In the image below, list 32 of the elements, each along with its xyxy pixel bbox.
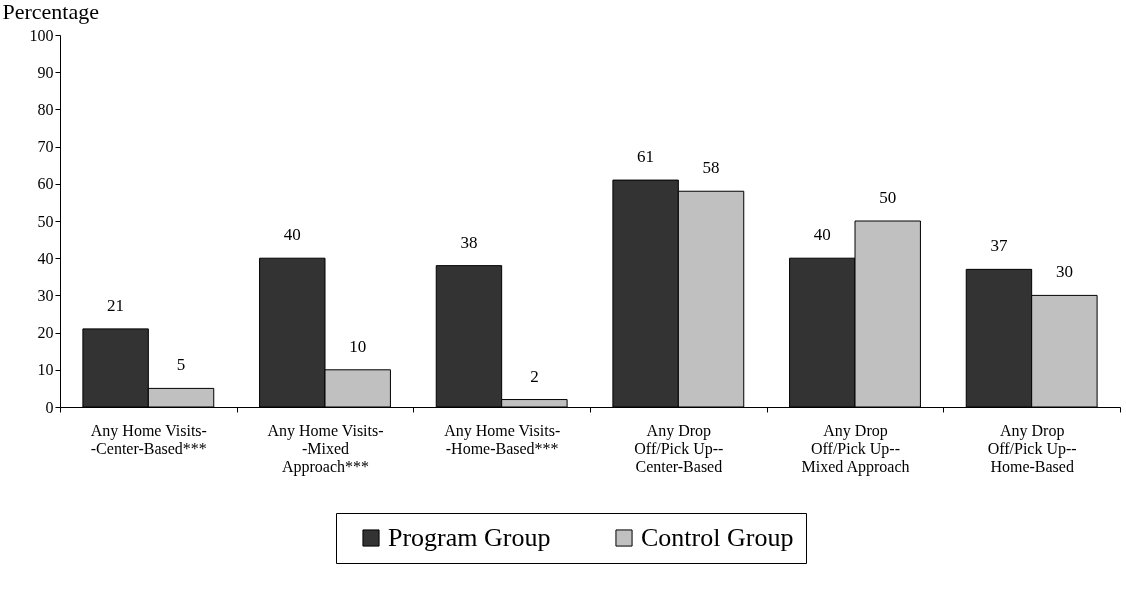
data-label: 2 [530,366,539,386]
x-tick-label: Any Home Visits- -Center-Based*** [90,421,207,457]
x-tick-label: Any Drop Off/Pick Up-- Center-Based [634,421,724,475]
data-label: 21 [107,295,125,315]
data-label: 10 [349,336,367,356]
y-axis-title: Percentage [2,0,99,24]
data-label: 58 [702,158,720,178]
y-tick-label: 10 [37,361,54,379]
legend-label: Control Group [641,523,794,552]
y-tick-label: 20 [37,324,54,342]
data-label: 50 [879,188,897,207]
y-tick-label: 60 [37,175,54,193]
x-tick-label: Any Drop Off/Pick Up-- Home-Based [987,421,1077,475]
data-label: 30 [1055,262,1073,282]
x-tick-label: Any Home Visits- -Mixed Approach*** [267,421,384,476]
x-tick-label: Any Home Visits- -Home-Based*** [444,421,561,457]
legend-label: Program Group [388,523,551,552]
data-label: 37 [990,236,1008,256]
y-tick-label: 100 [29,26,54,44]
data-label: 40 [283,225,301,245]
y-tick-label: 50 [37,212,54,230]
data-label: 40 [813,225,831,245]
y-tick-label: 70 [37,138,54,156]
y-tick-label: 30 [37,286,54,304]
y-tick-label: 80 [37,100,54,118]
data-label: 38 [460,232,478,252]
y-tick-label: 40 [37,249,54,267]
data-label: 5 [176,355,186,375]
x-tick-label: Any Drop Off/Pick Up-- Mixed Approach [801,421,910,476]
data-label: 61 [637,147,655,167]
y-tick-label: 90 [37,63,54,81]
y-tick-label: 0 [45,398,54,416]
